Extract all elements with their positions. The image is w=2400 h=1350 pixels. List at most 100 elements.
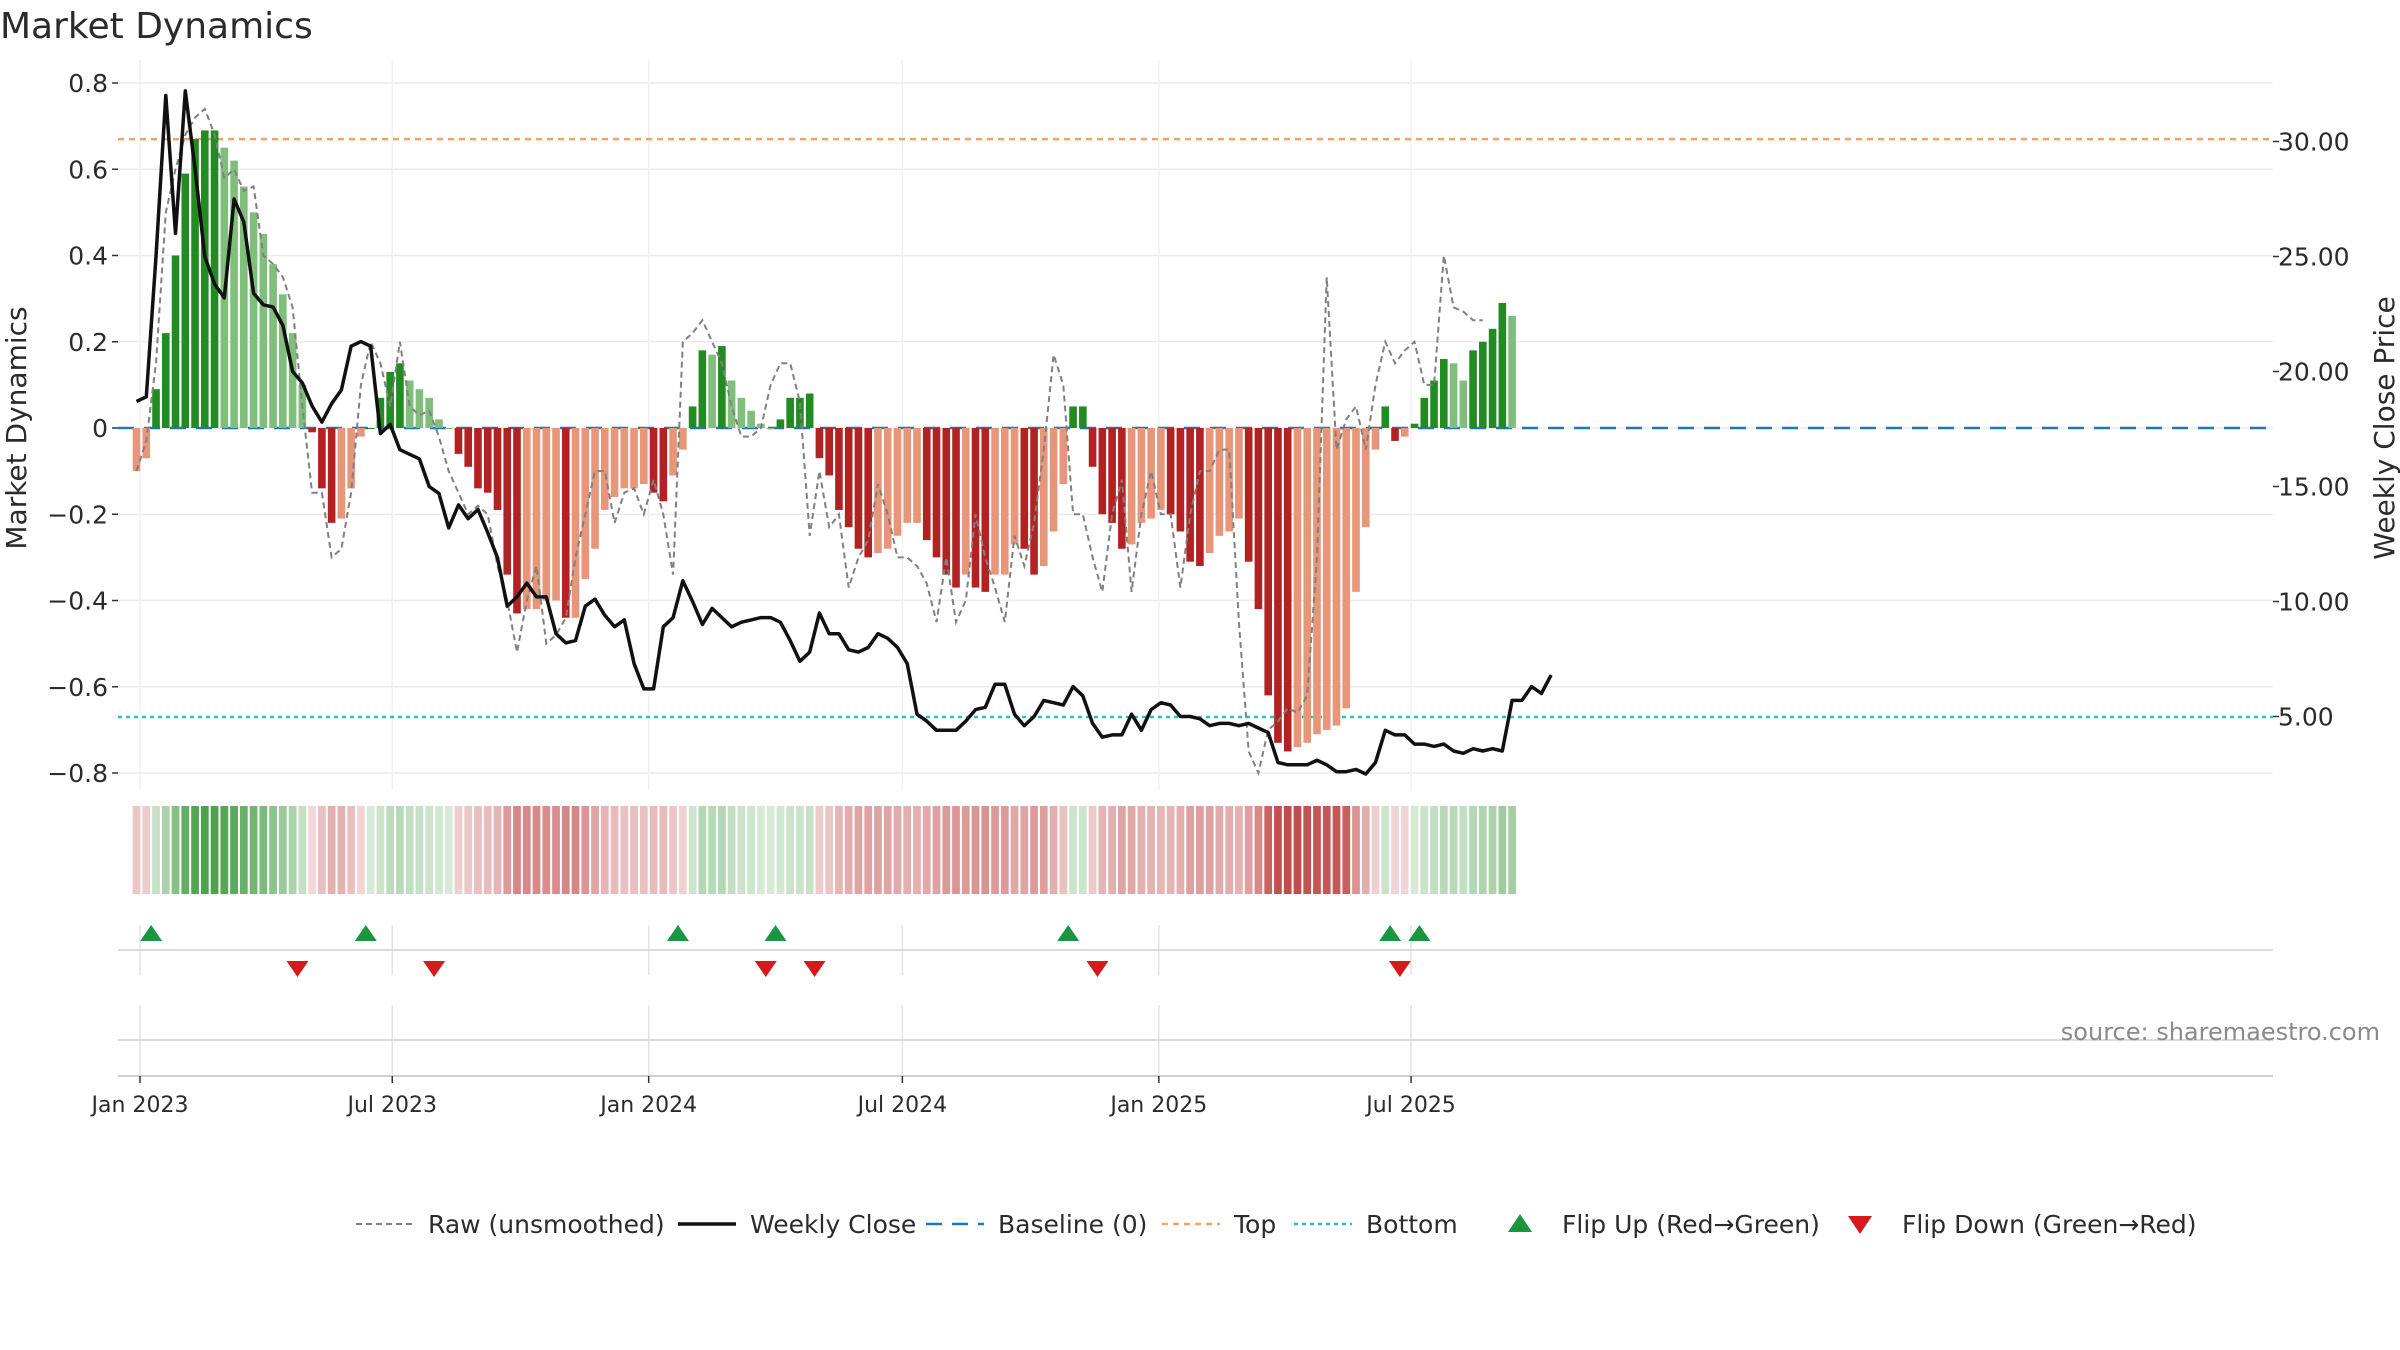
momentum-bar [1088,428,1097,467]
close-series [135,89,1553,776]
raw-unsmoothed-line [135,107,1483,777]
regime-strip-cell [1332,806,1341,894]
momentum-bar [1205,428,1214,554]
momentum-bar [1498,302,1507,428]
x-tick-label: Jan 2024 [598,1093,697,1118]
flip-up-marker [764,925,787,941]
legend-item-flipdown: Flip Down (Green→Red) [1848,1210,2197,1239]
regime-strip-cell [464,806,473,894]
left-tick-label: 0.4 [68,242,108,271]
regime-strip-cell [220,806,229,894]
regime-strip-cell [1420,806,1429,894]
regime-strip-cell [698,806,707,894]
regime-strip-cell [1098,806,1107,894]
momentum-bar [142,428,151,459]
regime-strip-cell [678,806,687,894]
regime-strip-cell [327,806,336,894]
regime-strip-cell [1430,806,1438,894]
legend-label: Flip Up (Red→Green) [1562,1210,1820,1239]
regime-strip-cell [1264,806,1273,894]
momentum-bar [1176,428,1185,532]
regime-strip-cell [278,806,287,894]
regime-strip-cell [600,806,609,894]
regime-strip-cell [1000,806,1009,894]
momentum-bar [1010,428,1019,545]
regime-strip-cell [1108,806,1116,894]
momentum-bar [201,130,209,428]
regime-strip-cell [405,806,414,894]
regime-strip-cell [1381,806,1390,894]
regime-strip-cell [288,806,297,894]
regime-strip-cell [1117,806,1126,894]
regime-strip-cell [522,806,531,894]
legend-label: Top [1233,1210,1276,1239]
flip-down-marker [423,961,446,977]
flip-down-marker [1086,961,1109,977]
momentum-bar [161,333,170,428]
momentum-bar [581,428,590,579]
momentum-bar [1508,315,1516,428]
momentum-bar [1303,428,1312,743]
regime-strip-cell [961,806,970,894]
left-tick-label: −0.2 [47,500,108,529]
regime-strip-cell [161,806,170,894]
momentum-bar [669,428,677,476]
regime-strip-cell [1283,806,1292,894]
regime-strip-cell [1030,806,1038,894]
legend-label: Bottom [1366,1210,1458,1239]
regime-strip-cell [1049,806,1058,894]
weekly-close-line [135,89,1553,776]
momentum-bar [1127,428,1136,545]
momentum-bar [1020,428,1029,549]
momentum-bar [1244,428,1253,562]
legend-swatch-flip-down [1848,1216,1872,1234]
regime-strip-cell [191,806,199,894]
momentum-bar [981,428,990,592]
right-tick-label: 5.00 [2278,703,2334,732]
regime-strip-cell [181,806,190,894]
regime-strip-cell [1254,806,1263,894]
momentum-bar [357,428,365,437]
momentum-bar [347,428,355,489]
flip-up-marker [140,925,163,941]
flip-down-marker [286,961,309,977]
momentum-bar [679,428,687,450]
momentum-bar [1391,428,1399,441]
momentum-bar [903,428,912,523]
regime-strip-cell [552,806,560,894]
momentum-bar [708,354,716,428]
regime-strip-cell [1157,806,1165,894]
regime-strip-cell [1010,806,1019,894]
momentum-bar [269,264,277,428]
momentum-bar [610,428,619,497]
momentum-bar [1361,428,1370,528]
regime-strip-cell [747,806,756,894]
momentum-bar [737,397,746,428]
x-tick-label: Jul 2024 [856,1093,948,1118]
momentum-bar [542,428,551,601]
regime-strip-cell [1478,806,1487,894]
left-tick-label: 0.6 [68,155,108,184]
legend-swatch-flip-up [1508,1214,1532,1232]
regime-strip-cell [942,806,951,894]
momentum-bar [454,428,463,454]
legend-item-top: Top [1162,1210,1276,1239]
regime-strip-cell [1166,806,1175,894]
momentum-bar [640,428,648,485]
momentum-bar [942,428,951,575]
momentum-bar [1313,428,1321,735]
regime-strip-cell [249,806,258,894]
regime-strip-cell [883,806,892,894]
regime-strip-cell [1196,806,1204,894]
momentum-bar [1069,406,1077,428]
regime-strip-cell [1176,806,1185,894]
momentum-bar [922,428,931,541]
regime-strip-cell [542,806,551,894]
momentum-bar [1186,428,1194,562]
momentum-bar [1254,428,1263,610]
momentum-bar [522,428,531,610]
momentum-bar [230,160,238,428]
regime-strip-cell [727,806,736,894]
momentum-bar [854,428,863,549]
regime-strip-cell [786,806,795,894]
